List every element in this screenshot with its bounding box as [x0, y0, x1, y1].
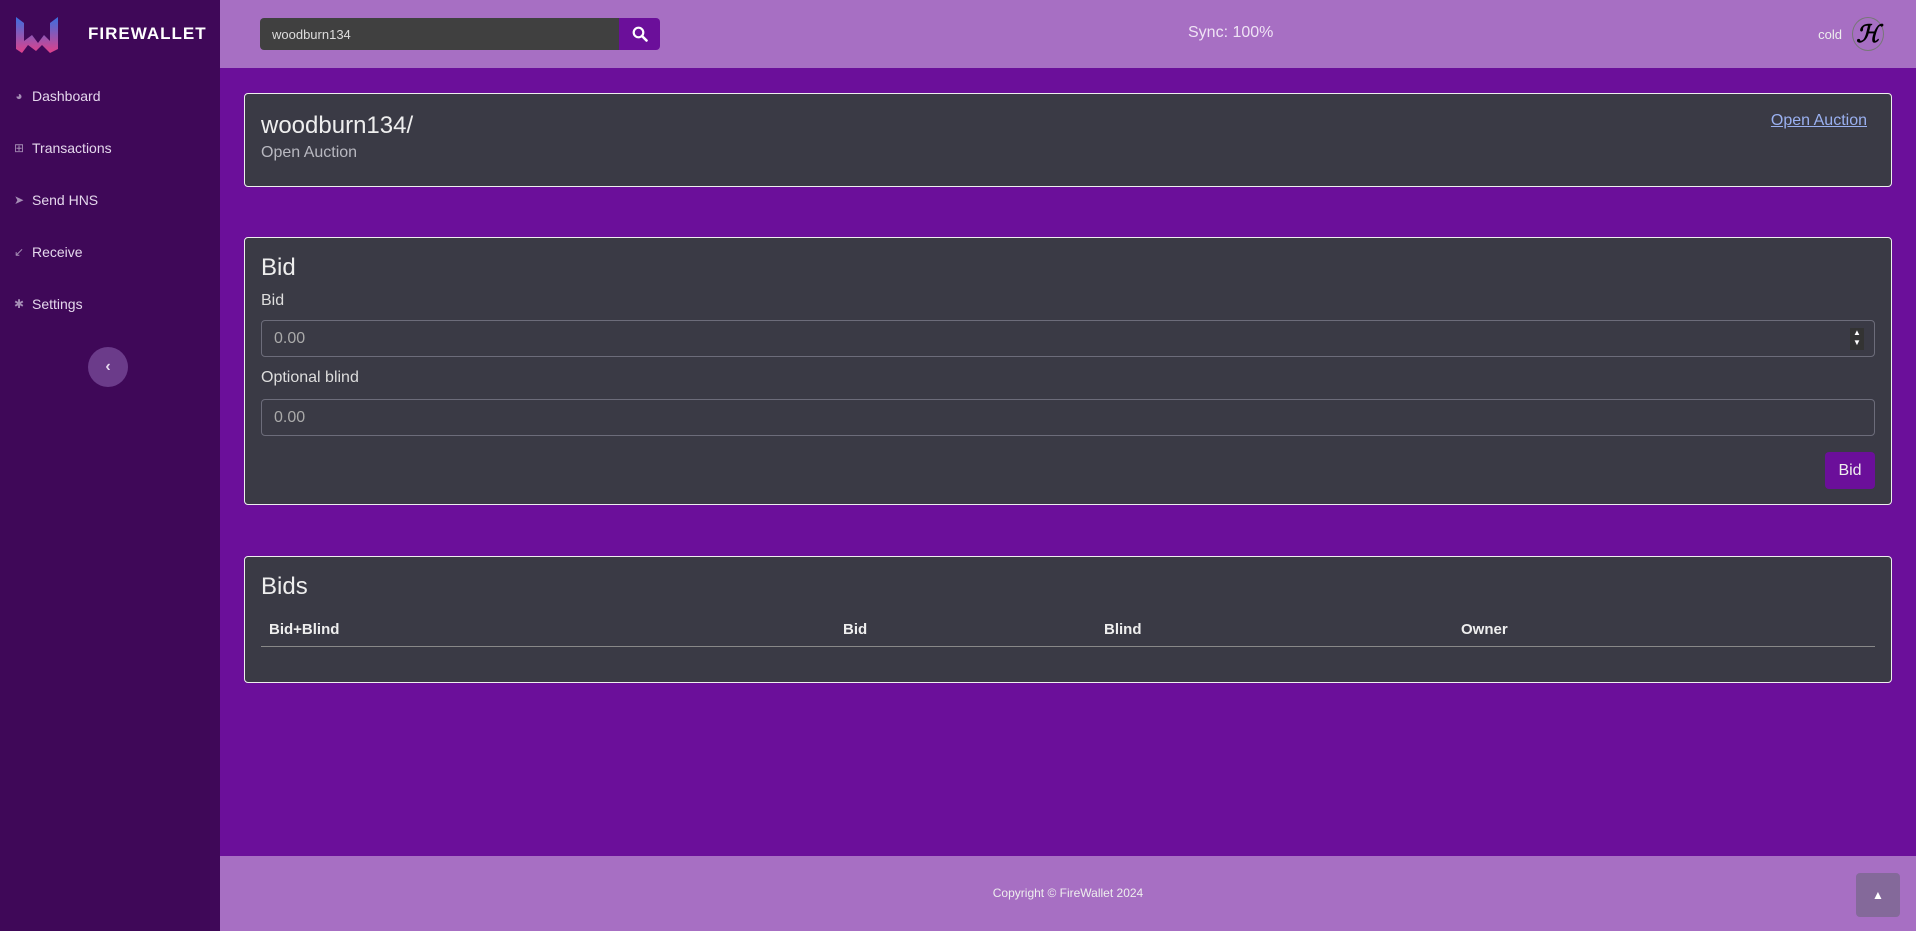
- domain-name: woodburn134/: [261, 112, 414, 139]
- sidebar: FIREWALLET ◕ Dashboard ⊞ Transactions ➤ Sen…: [0, 0, 220, 931]
- copyright: Copyright © FireWallet 2024: [992, 886, 1144, 900]
- blind-placeholder: 0.00: [274, 408, 306, 426]
- sidebar-item-send-hns[interactable]: ➤ Send HNS: [0, 174, 220, 226]
- domain-status: Open Auction: [261, 144, 358, 161]
- sidebar-item-label: Receive: [32, 244, 83, 260]
- send-icon: ➤: [13, 193, 25, 207]
- gear-icon: ✱: [13, 297, 25, 311]
- bids-card-title: Bids: [261, 573, 308, 600]
- column-header: Bid+Blind: [261, 613, 835, 647]
- search-bar: [260, 18, 660, 50]
- sidebar-item-label: Send HNS: [32, 192, 99, 208]
- bid-button[interactable]: Bid: [1825, 452, 1875, 489]
- sidebar-toggle-button[interactable]: ‹: [88, 347, 128, 387]
- column-header: Bid: [835, 613, 1096, 647]
- search-input[interactable]: [260, 18, 619, 50]
- bid-input[interactable]: 0.00 ▲ ▼: [261, 320, 1875, 357]
- column-header: Blind: [1096, 613, 1453, 647]
- bid-card-title: Bid: [261, 254, 296, 281]
- brand[interactable]: FIREWALLET: [0, 0, 220, 68]
- blind-label: Optional blind: [261, 369, 359, 386]
- table-icon: ⊞: [13, 141, 25, 155]
- bid-label: Bid: [261, 292, 285, 309]
- sidebar-item-settings[interactable]: ✱ Settings: [0, 278, 220, 330]
- avatar: ℋ: [1852, 17, 1884, 51]
- search-button[interactable]: [619, 18, 660, 50]
- sidebar-item-receive[interactable]: ↙ Receive: [0, 226, 220, 278]
- sidebar-item-transactions[interactable]: ⊞ Transactions: [0, 122, 220, 174]
- sidebar-item-label: Settings: [32, 296, 83, 312]
- user-menu[interactable]: cold ℋ: [1818, 17, 1884, 51]
- wallet-name: cold: [1818, 26, 1842, 42]
- firewallet-logo: [16, 17, 58, 53]
- search-icon: [632, 26, 648, 42]
- brand-name: FIREWALLET: [88, 24, 207, 43]
- scroll-to-top-button[interactable]: ▲: [1856, 873, 1900, 917]
- topbar: Sync: 100% cold ℋ: [220, 0, 1916, 68]
- chevron-left-icon: ‹: [105, 358, 111, 375]
- bids-table: Bid+Blind Bid Blind Owner: [261, 613, 1875, 647]
- column-header: Owner: [1453, 613, 1875, 647]
- sidebar-item-label: Dashboard: [32, 88, 101, 104]
- blind-input[interactable]: 0.00: [261, 399, 1875, 436]
- bid-placeholder: 0.00: [274, 329, 306, 347]
- domain-card: woodburn134/ Open Auction Open Auction: [244, 93, 1892, 187]
- number-stepper[interactable]: ▲ ▼: [1850, 328, 1864, 350]
- sync-status: Sync: 100%: [1188, 24, 1274, 41]
- open-auction-link[interactable]: Open Auction: [1770, 112, 1867, 129]
- sidebar-item-label: Transactions: [32, 140, 112, 156]
- footer: Copyright © FireWallet 2024 ▲: [220, 856, 1916, 931]
- bid-card: Bid Bid 0.00 ▲ ▼ Optional blind 0.00 Bid: [244, 237, 1892, 505]
- sidebar-item-dashboard[interactable]: ◕ Dashboard: [0, 70, 220, 122]
- bids-card: Bids Bid+Blind Bid Blind Owner: [244, 556, 1892, 683]
- dashboard-icon: ◕: [15, 89, 23, 103]
- chevron-up-icon: ▲: [1872, 888, 1884, 902]
- receive-icon: ↙: [13, 245, 25, 259]
